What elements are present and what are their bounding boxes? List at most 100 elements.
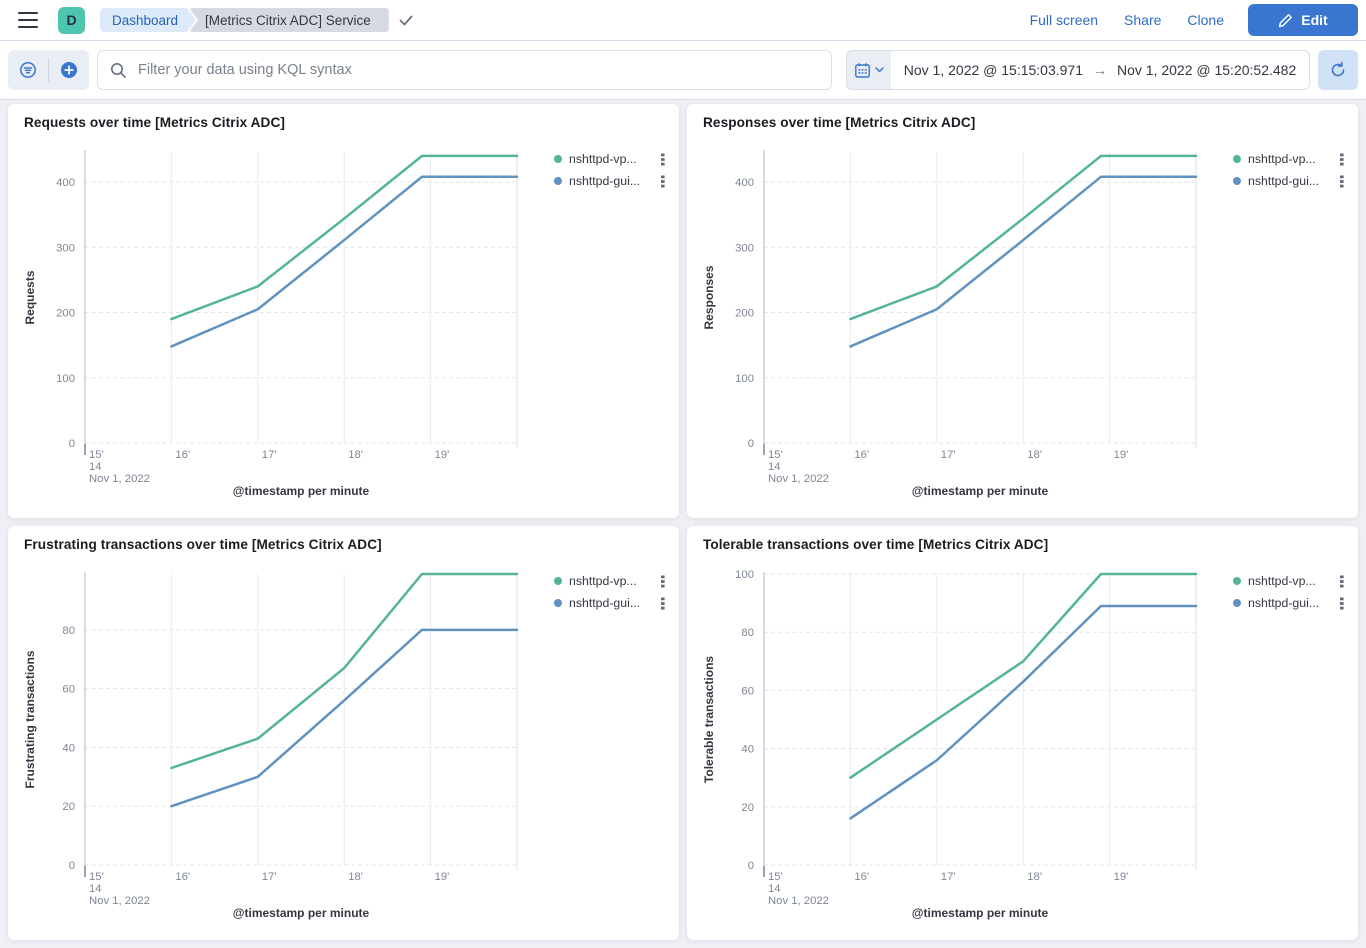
legend-item[interactable]: nshttpd-vp... bbox=[554, 572, 667, 590]
panel-title: Frustrating transactions over time [Metr… bbox=[24, 537, 382, 552]
x-tick-label: 19' bbox=[1114, 871, 1129, 883]
breadcrumb-current-dashboard[interactable]: [Metrics Citrix ADC] Service bbox=[189, 8, 389, 32]
series-line[interactable] bbox=[170, 572, 519, 770]
x-tick-label: 19' bbox=[435, 449, 450, 461]
legend-item[interactable]: nshttpd-vp... bbox=[554, 150, 667, 168]
y-tick-label: 100 bbox=[735, 373, 754, 385]
space-avatar[interactable]: D bbox=[58, 6, 85, 34]
y-tick-label: 400 bbox=[56, 177, 75, 189]
clone-button[interactable]: Clone bbox=[1187, 12, 1224, 28]
query-toolbar: Nov 1, 2022 @ 15:15:03.971 → Nov 1, 2022… bbox=[0, 41, 1366, 100]
x-axis-title: @timestamp per minute bbox=[233, 484, 370, 498]
x-context-date: Nov 1, 2022 bbox=[768, 895, 829, 907]
y-tick-label: 20 bbox=[62, 801, 75, 813]
filter-circle-icon bbox=[20, 62, 36, 78]
date-range-picker: Nov 1, 2022 @ 15:15:03.971 → Nov 1, 2022… bbox=[846, 50, 1310, 90]
series-line[interactable] bbox=[849, 175, 1198, 348]
panel-title: Tolerable transactions over time [Metric… bbox=[703, 537, 1049, 552]
x-tick-label: 18' bbox=[1027, 871, 1042, 883]
legend-color-dot bbox=[554, 599, 562, 607]
y-tick-label: 100 bbox=[735, 569, 754, 581]
legend-color-dot bbox=[1233, 155, 1241, 163]
series-line[interactable] bbox=[849, 604, 1198, 820]
legend-actions-kebab-icon[interactable] bbox=[1338, 597, 1346, 610]
legend-label[interactable]: nshttpd-vp... bbox=[1248, 574, 1316, 588]
start-date-button[interactable]: Nov 1, 2022 @ 15:15:03.971 bbox=[903, 62, 1083, 78]
filter-button-group bbox=[8, 50, 89, 90]
date-picker-menu-button[interactable] bbox=[847, 51, 891, 89]
series-line[interactable] bbox=[170, 175, 519, 348]
refresh-icon bbox=[1331, 61, 1345, 77]
breadcrumb-dashboard[interactable]: Dashboard bbox=[100, 8, 196, 32]
y-tick-label: 0 bbox=[748, 860, 754, 872]
legend-actions-kebab-icon[interactable] bbox=[659, 597, 667, 610]
legend-item[interactable]: nshttpd-gui... bbox=[1233, 172, 1346, 190]
y-tick-label: 200 bbox=[735, 308, 754, 320]
share-button[interactable]: Share bbox=[1124, 12, 1162, 28]
legend-item[interactable]: nshttpd-gui... bbox=[554, 172, 667, 190]
legend-actions-kebab-icon[interactable] bbox=[659, 175, 667, 188]
legend-item[interactable]: nshttpd-vp... bbox=[1233, 572, 1346, 590]
y-tick-label: 0 bbox=[748, 438, 754, 450]
full-screen-button[interactable]: Full screen bbox=[1029, 12, 1099, 28]
legend-actions-kebab-icon[interactable] bbox=[1338, 575, 1346, 588]
x-tick-label: 18' bbox=[1027, 449, 1042, 461]
series-line[interactable] bbox=[170, 154, 519, 321]
chart-legend: nshttpd-vp... nshttpd-gui... bbox=[1233, 150, 1346, 190]
x-tick-label: 17' bbox=[941, 871, 956, 883]
y-tick-label: 40 bbox=[62, 742, 75, 754]
pencil-icon bbox=[1279, 13, 1293, 27]
x-tick-label: 16' bbox=[854, 871, 869, 883]
legend-label[interactable]: nshttpd-vp... bbox=[569, 152, 637, 166]
saved-query-menu-button[interactable] bbox=[8, 50, 48, 90]
legend-label[interactable]: nshttpd-gui... bbox=[1248, 174, 1320, 188]
legend-label[interactable]: nshttpd-gui... bbox=[569, 596, 641, 610]
legend-actions-kebab-icon[interactable] bbox=[1338, 153, 1346, 166]
chart-legend: nshttpd-vp... nshttpd-gui... bbox=[1233, 572, 1346, 612]
x-tick-label: 18' bbox=[348, 871, 363, 883]
y-tick-label: 20 bbox=[741, 802, 754, 814]
check-icon bbox=[399, 15, 413, 25]
header-actions: Full screen Share Clone Edit bbox=[1004, 4, 1358, 36]
x-tick-label: 19' bbox=[435, 871, 450, 883]
plus-circle-icon bbox=[61, 62, 77, 78]
x-tick-label: 16' bbox=[175, 871, 190, 883]
series-line[interactable] bbox=[849, 154, 1198, 321]
chevron-down-icon bbox=[875, 67, 884, 73]
legend-label[interactable]: nshttpd-vp... bbox=[569, 574, 637, 588]
menu-hamburger-icon[interactable] bbox=[18, 12, 38, 28]
legend-actions-kebab-icon[interactable] bbox=[659, 153, 667, 166]
kql-search-input[interactable] bbox=[136, 61, 819, 79]
end-date-button[interactable]: Nov 1, 2022 @ 15:20:52.482 bbox=[1117, 62, 1297, 78]
legend-item[interactable]: nshttpd-gui... bbox=[554, 594, 667, 612]
series-line[interactable] bbox=[849, 572, 1198, 779]
series-line[interactable] bbox=[170, 628, 519, 808]
x-context-hour: 14 bbox=[89, 883, 102, 895]
chart-legend: nshttpd-vp... nshttpd-gui... bbox=[554, 150, 667, 190]
legend-label[interactable]: nshttpd-vp... bbox=[1248, 152, 1316, 166]
legend-color-dot bbox=[554, 155, 562, 163]
x-axis-title: @timestamp per minute bbox=[912, 484, 1049, 498]
panel-tolerable-transactions: Tolerable transactions over time [Metric… bbox=[687, 526, 1358, 940]
panel-title: Responses over time [Metrics Citrix ADC] bbox=[703, 115, 976, 130]
add-filter-button[interactable] bbox=[49, 50, 89, 90]
x-axis-title: @timestamp per minute bbox=[233, 906, 370, 920]
x-tick-label: 15' bbox=[89, 449, 104, 461]
refresh-button[interactable] bbox=[1318, 50, 1358, 90]
edit-button-label: Edit bbox=[1301, 12, 1328, 28]
y-tick-label: 300 bbox=[735, 242, 754, 254]
legend-actions-kebab-icon[interactable] bbox=[1338, 175, 1346, 188]
panel-requests: Requests over time [Metrics Citrix ADC] … bbox=[8, 104, 679, 518]
legend-label[interactable]: nshttpd-gui... bbox=[569, 174, 641, 188]
legend-label[interactable]: nshttpd-gui... bbox=[1248, 596, 1320, 610]
legend-actions-kebab-icon[interactable] bbox=[659, 575, 667, 588]
x-context-date: Nov 1, 2022 bbox=[89, 473, 150, 485]
edit-button[interactable]: Edit bbox=[1248, 4, 1358, 36]
legend-item[interactable]: nshttpd-gui... bbox=[1233, 594, 1346, 612]
legend-item[interactable]: nshttpd-vp... bbox=[1233, 150, 1346, 168]
breadcrumb: Dashboard [Metrics Citrix ADC] Service bbox=[100, 8, 413, 32]
